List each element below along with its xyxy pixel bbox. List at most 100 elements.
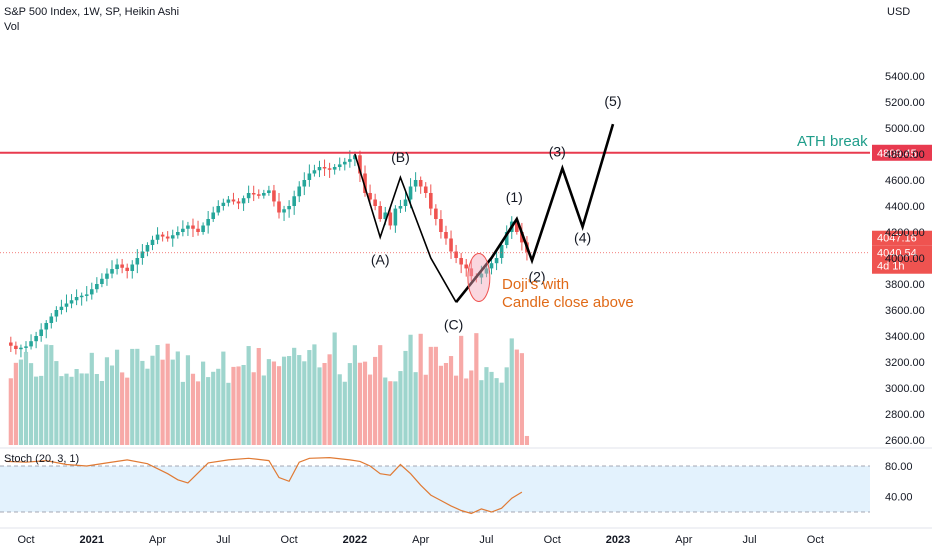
- volume-bar: [337, 374, 342, 445]
- candle-body: [444, 232, 448, 239]
- candle-body: [388, 212, 393, 226]
- volume-bar: [195, 381, 201, 445]
- volume-bar: [423, 374, 428, 445]
- volume-bar: [69, 376, 74, 445]
- volume-bar: [79, 373, 84, 445]
- volume-bar: [221, 351, 226, 445]
- candle-body: [120, 264, 124, 268]
- volume-bar: [28, 363, 34, 445]
- candle-body: [79, 295, 84, 298]
- candle-body: [54, 310, 59, 317]
- candle-body: [95, 284, 99, 290]
- candle-body: [100, 278, 104, 284]
- candle-body: [34, 336, 38, 342]
- volume-bar: [236, 366, 241, 445]
- candle-body: [464, 264, 469, 269]
- volume-bar: [388, 381, 393, 445]
- volume-bar: [524, 435, 530, 445]
- y-tick-label: 4200.00: [885, 227, 925, 239]
- candle-body: [337, 164, 342, 167]
- volume-bar: [489, 371, 494, 445]
- volume-bar: [180, 381, 185, 445]
- x-tick-label: Apr: [675, 534, 692, 546]
- candle-body: [110, 269, 114, 274]
- volume-bar: [39, 375, 44, 445]
- wave-abc-line: [354, 153, 457, 303]
- volume-bar: [398, 371, 403, 445]
- volume-label: Vol: [4, 21, 20, 33]
- volume-bar: [266, 359, 271, 445]
- candle-body: [251, 193, 256, 195]
- candle-body: [439, 219, 443, 232]
- candle-body: [317, 167, 322, 171]
- volume-bar: [474, 333, 479, 445]
- candle-body: [373, 199, 377, 206]
- volume-bar: [54, 361, 59, 445]
- wave-label: (3): [549, 144, 566, 160]
- volume-bar: [246, 346, 251, 445]
- currency-label: USD: [887, 6, 911, 18]
- volume-bar: [165, 343, 170, 445]
- candle-body: [277, 201, 281, 213]
- candle-body: [494, 258, 499, 264]
- candle-body: [165, 236, 170, 239]
- volume-bar: [443, 363, 449, 445]
- y-tick-label: 3000.00: [885, 383, 925, 395]
- volume-bar: [231, 366, 236, 445]
- wave-impulse-line: [455, 123, 615, 304]
- candle-body: [520, 232, 524, 243]
- stoch-tick-label: 80.00: [885, 461, 913, 473]
- volume-bar: [201, 361, 206, 445]
- candle-body: [322, 167, 327, 169]
- candle-body: [292, 196, 296, 206]
- candle-body: [398, 206, 403, 209]
- candle-body: [297, 186, 302, 197]
- y-tick-label: 3800.00: [885, 279, 925, 291]
- candle-body: [29, 341, 33, 347]
- candle-body: [342, 161, 347, 165]
- volume-bar: [403, 350, 408, 445]
- volume-bar: [408, 334, 413, 445]
- candle-body: [353, 155, 357, 160]
- stoch-label: Stoch (20, 3, 1): [4, 453, 79, 465]
- candle-body: [434, 208, 438, 219]
- x-tick-label: Jul: [479, 534, 493, 546]
- y-tick-label: 4000.00: [885, 253, 925, 265]
- candle-body: [267, 190, 271, 193]
- candle-body: [302, 180, 307, 187]
- volume-bar: [362, 361, 368, 445]
- wave-label: (4): [574, 229, 591, 245]
- volume-bar: [130, 348, 135, 445]
- candle-body: [216, 206, 221, 213]
- volume-bar: [464, 378, 469, 445]
- volume-bar: [459, 335, 464, 445]
- volume-bar: [104, 357, 110, 445]
- candle-body: [135, 258, 140, 265]
- volume-bar: [418, 333, 423, 445]
- volume-bar: [206, 377, 211, 445]
- y-tick-label: 4600.00: [885, 175, 925, 187]
- candle-body: [14, 345, 18, 349]
- volume-bar: [307, 350, 312, 445]
- volume-bar: [18, 359, 24, 445]
- candle-body: [69, 300, 74, 304]
- volume-bar: [109, 365, 115, 445]
- candle-body: [489, 263, 494, 269]
- candle-body: [191, 225, 195, 229]
- y-tick-label: 5200.00: [885, 97, 925, 109]
- chart-title: S&P 500 Index, 1W, SP, Heikin Ashi: [4, 6, 180, 18]
- x-tick-label: 2022: [343, 534, 367, 546]
- candle-body: [429, 193, 433, 209]
- volume-bar: [160, 359, 165, 445]
- candle-body: [469, 268, 474, 277]
- volume-bar: [383, 377, 388, 445]
- candle-body: [181, 228, 185, 232]
- volume-bar: [327, 354, 332, 445]
- wave-label: (1): [506, 189, 523, 205]
- volume-bar: [89, 352, 94, 445]
- y-tick-label: 4400.00: [885, 201, 925, 213]
- volume-bar: [413, 372, 418, 445]
- y-tick-label: 4800.00: [885, 149, 925, 161]
- volume-bar: [514, 349, 519, 445]
- volume-bar: [84, 373, 89, 445]
